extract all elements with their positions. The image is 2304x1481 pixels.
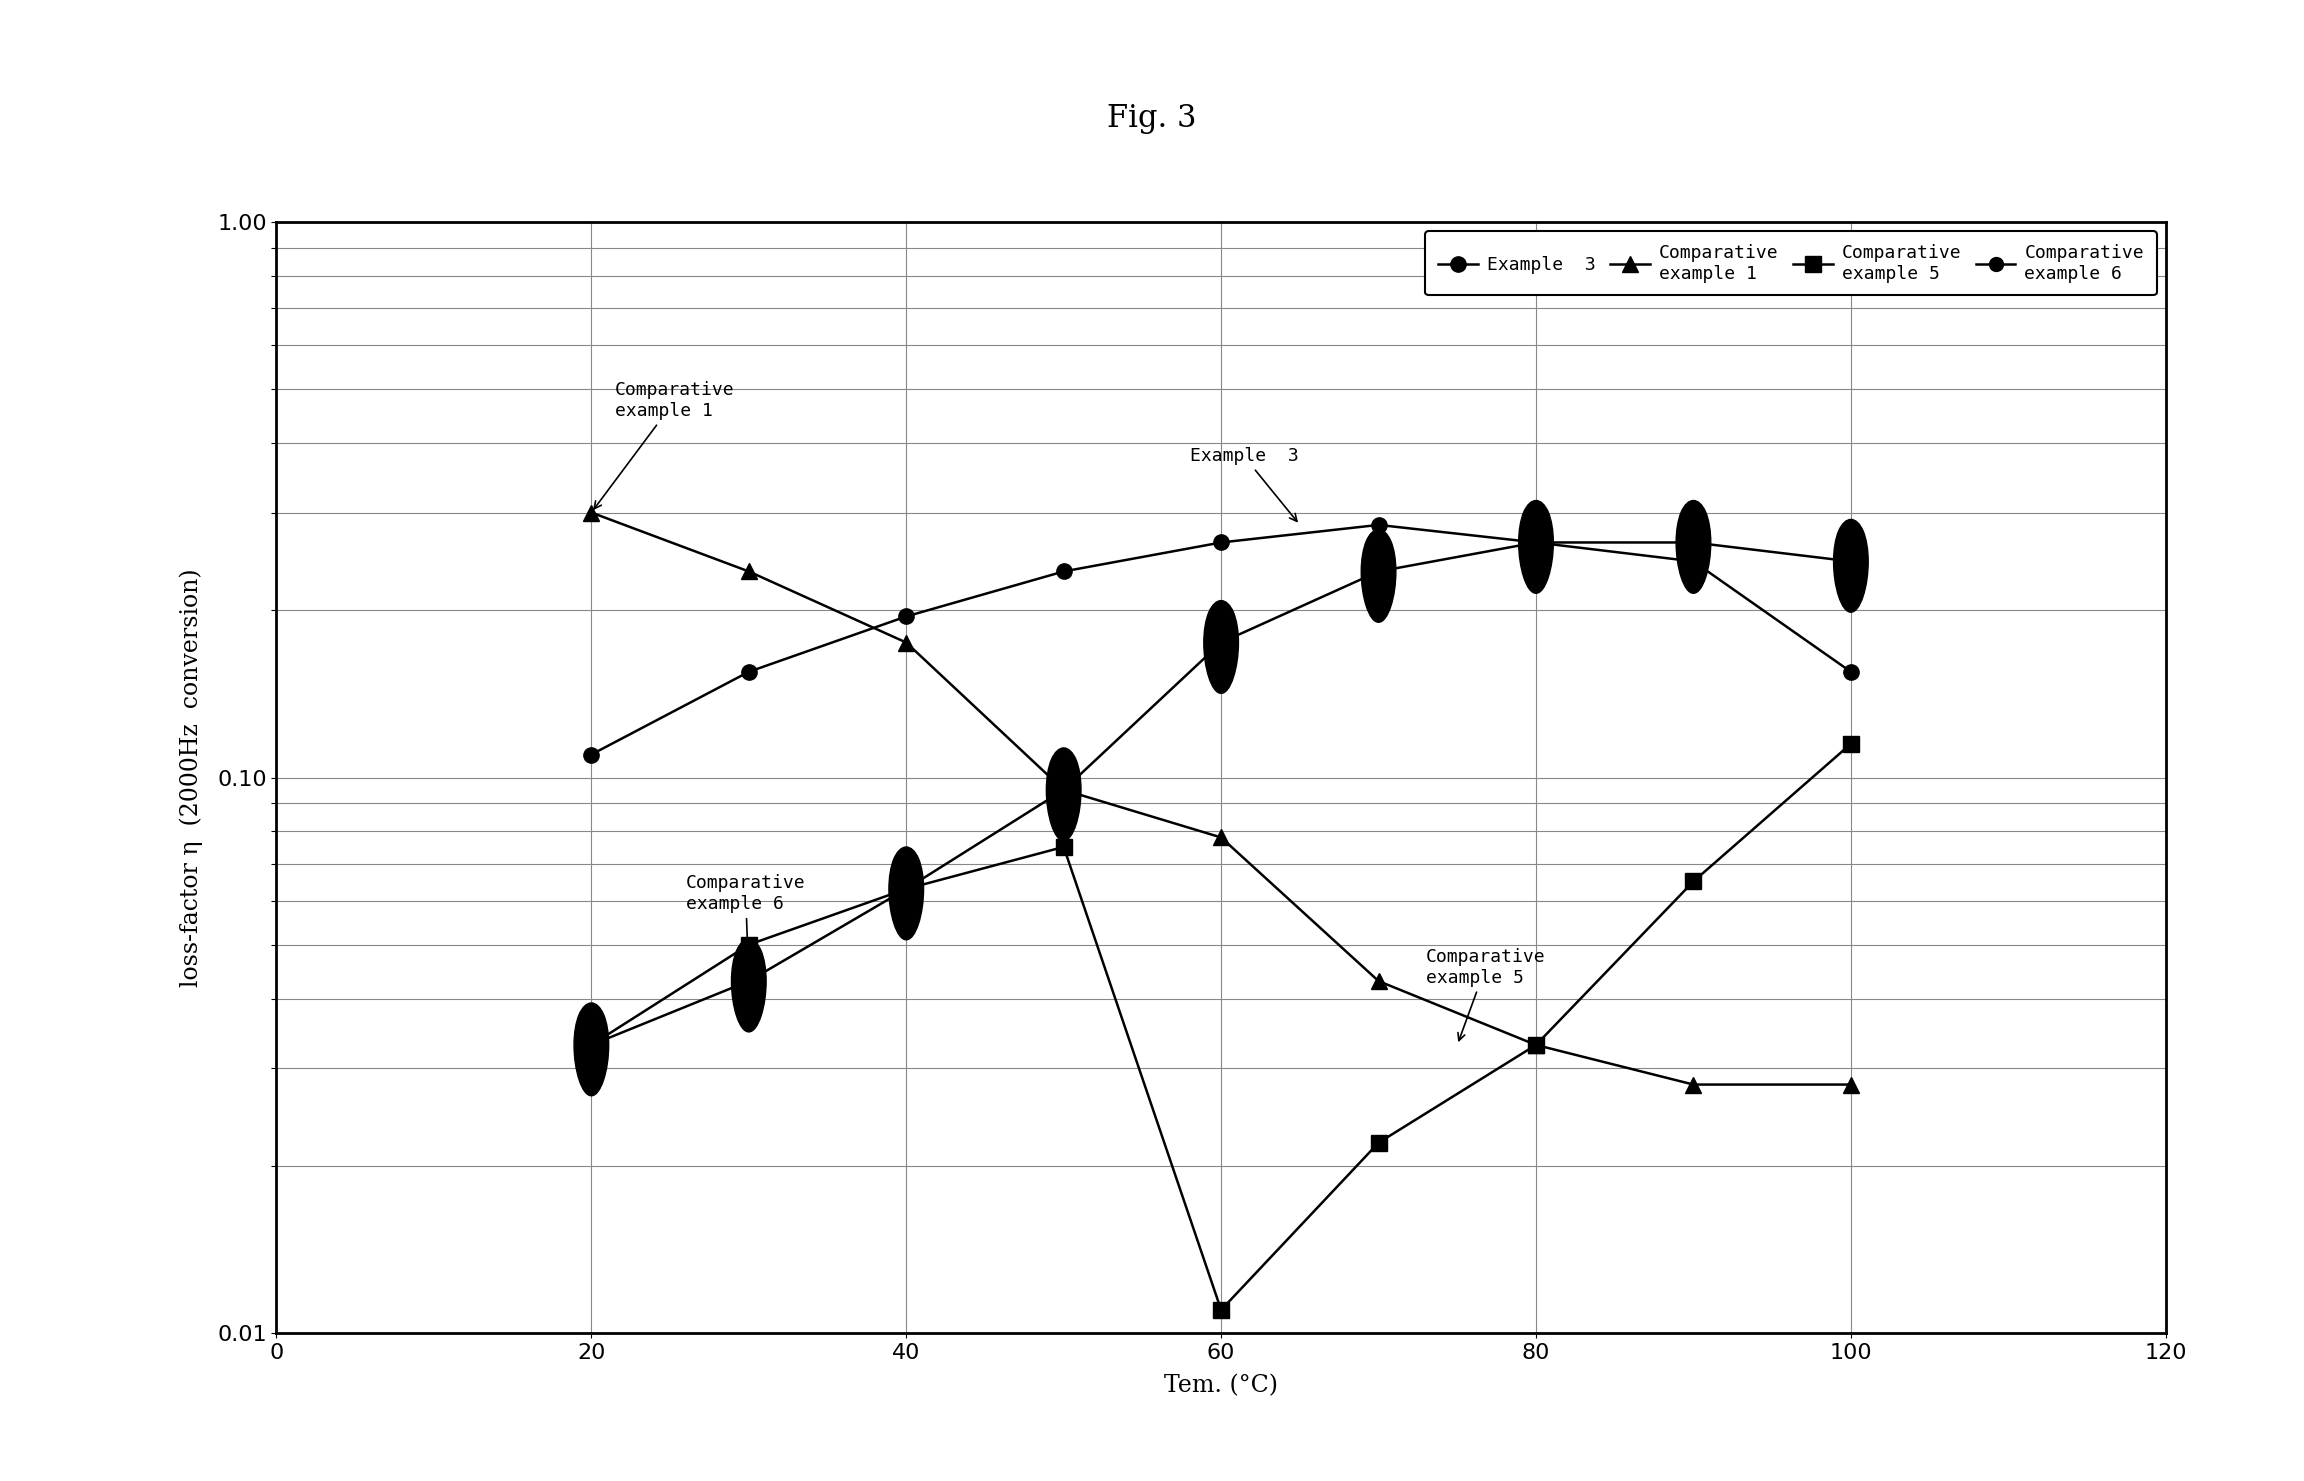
Text: Example  3: Example 3 bbox=[1189, 447, 1299, 521]
Y-axis label: loss-factor η  (2000Hz  conversion): loss-factor η (2000Hz conversion) bbox=[180, 569, 203, 986]
Text: Comparative
example 1: Comparative example 1 bbox=[594, 382, 735, 509]
Ellipse shape bbox=[889, 847, 924, 940]
Ellipse shape bbox=[1834, 520, 1869, 612]
Legend: Example  3, Comparative
example 1, Comparative
example 5, Comparative
example 6: Example 3, Comparative example 1, Compar… bbox=[1426, 231, 2157, 295]
Ellipse shape bbox=[1675, 501, 1712, 594]
Text: Comparative
example 5: Comparative example 5 bbox=[1426, 948, 1546, 1041]
Ellipse shape bbox=[1203, 601, 1240, 693]
Text: Comparative
example 6: Comparative example 6 bbox=[687, 874, 806, 976]
Ellipse shape bbox=[1046, 748, 1081, 841]
Ellipse shape bbox=[574, 1003, 608, 1096]
Text: Fig. 3: Fig. 3 bbox=[1108, 104, 1196, 133]
X-axis label: Tem. (°C): Tem. (°C) bbox=[1164, 1374, 1279, 1397]
Ellipse shape bbox=[1518, 501, 1553, 594]
Ellipse shape bbox=[730, 939, 767, 1032]
Ellipse shape bbox=[1362, 530, 1396, 622]
